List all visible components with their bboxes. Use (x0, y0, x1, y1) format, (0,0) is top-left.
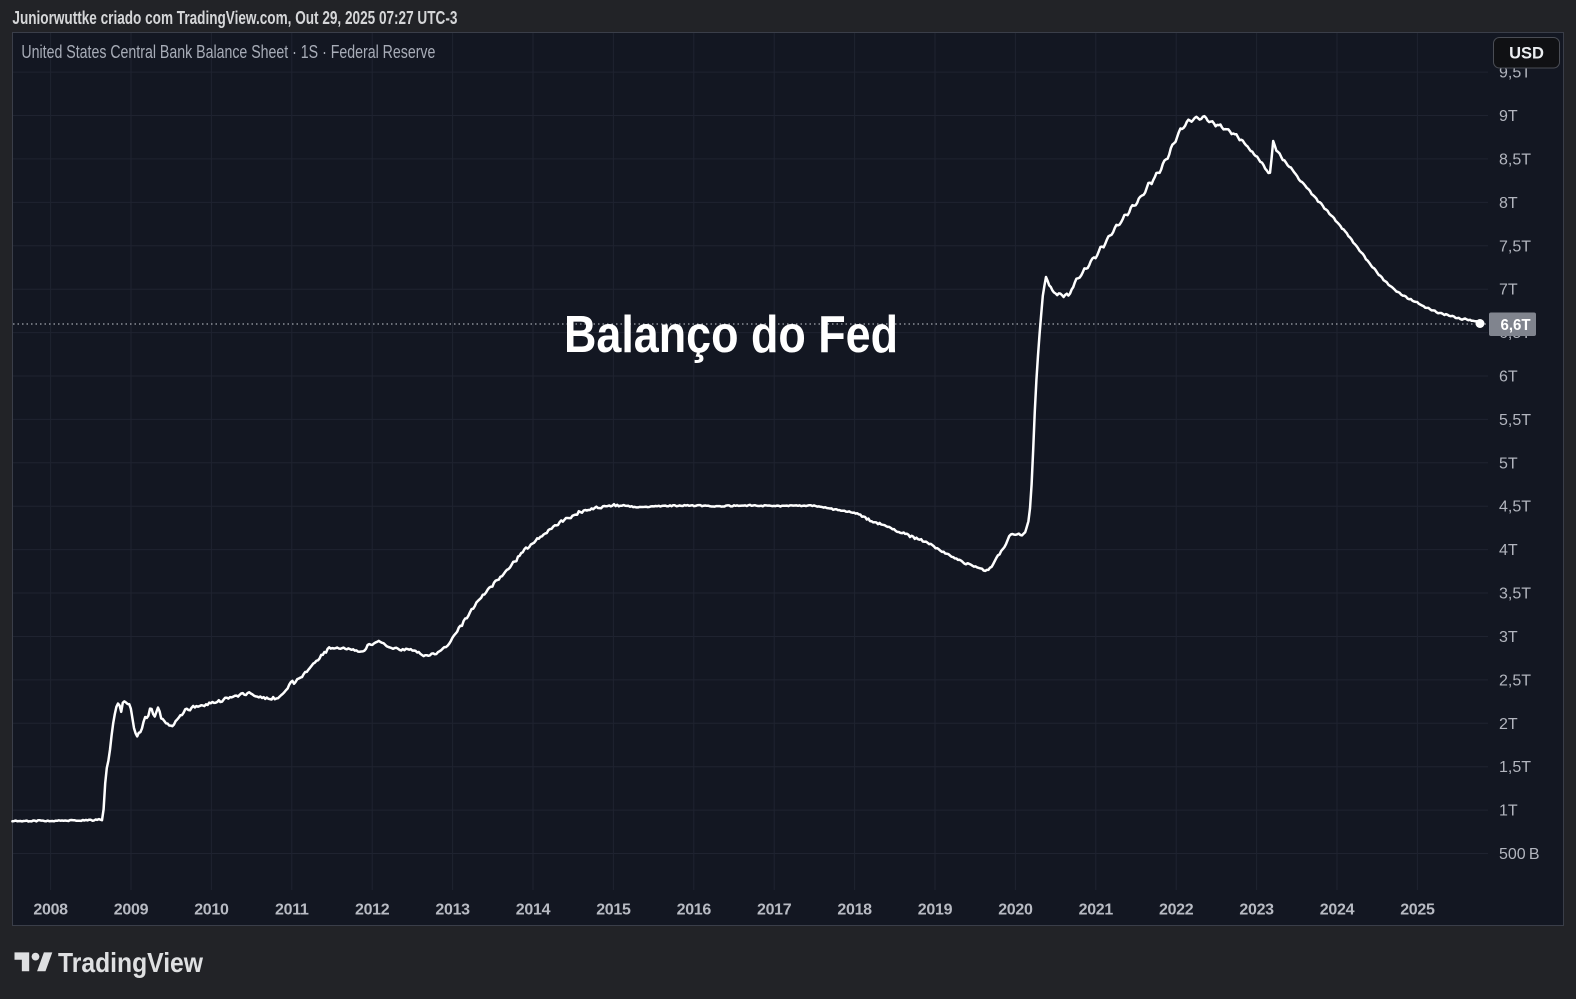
svg-text:2013: 2013 (435, 902, 470, 919)
svg-text:TradingView: TradingView (58, 947, 204, 978)
svg-text:2009: 2009 (114, 902, 149, 919)
svg-text:5T: 5T (1499, 455, 1518, 472)
svg-text:2014: 2014 (516, 902, 551, 919)
svg-text:USD: USD (1509, 45, 1544, 63)
svg-text:3,5T: 3,5T (1499, 586, 1531, 603)
svg-text:Juniorwuttke criado com Tradin: Juniorwuttke criado com TradingView.com,… (12, 8, 457, 28)
svg-text:4,5T: 4,5T (1499, 499, 1531, 516)
svg-text:2020: 2020 (998, 902, 1033, 919)
svg-text:6,6T: 6,6T (1501, 317, 1531, 334)
svg-text:9,5T: 9,5T (1499, 65, 1531, 82)
svg-text:2,5T: 2,5T (1499, 672, 1531, 689)
svg-text:2017: 2017 (757, 902, 792, 919)
svg-text:Balanço do Fed: Balanço do Fed (564, 306, 898, 364)
svg-text:8T: 8T (1499, 195, 1518, 212)
svg-text:2T: 2T (1499, 716, 1518, 733)
svg-text:500 B: 500 B (1499, 846, 1540, 863)
svg-text:2025: 2025 (1400, 902, 1435, 919)
svg-text:2015: 2015 (596, 902, 631, 919)
svg-text:2019: 2019 (918, 902, 953, 919)
svg-text:2016: 2016 (677, 902, 712, 919)
svg-text:United States Central Bank Bal: United States Central Bank Balance Sheet… (21, 42, 435, 62)
svg-text:2008: 2008 (33, 902, 68, 919)
svg-text:4T: 4T (1499, 542, 1518, 559)
svg-text:9T: 9T (1499, 108, 1518, 125)
svg-text:5,5T: 5,5T (1499, 412, 1531, 429)
svg-text:2012: 2012 (355, 902, 390, 919)
svg-text:2011: 2011 (275, 902, 309, 919)
svg-text:8,5T: 8,5T (1499, 151, 1531, 168)
svg-text:2022: 2022 (1159, 902, 1194, 919)
svg-text:6T: 6T (1499, 369, 1518, 386)
svg-text:3T: 3T (1499, 629, 1518, 646)
svg-text:7T: 7T (1499, 282, 1518, 299)
svg-text:1,5T: 1,5T (1499, 759, 1531, 776)
svg-text:7,5T: 7,5T (1499, 238, 1531, 255)
svg-text:2018: 2018 (837, 902, 872, 919)
svg-text:2021: 2021 (1079, 902, 1114, 919)
svg-text:2023: 2023 (1239, 902, 1274, 919)
svg-text:2010: 2010 (194, 902, 229, 919)
svg-text:2024: 2024 (1320, 902, 1355, 919)
svg-text:1T: 1T (1499, 803, 1518, 820)
